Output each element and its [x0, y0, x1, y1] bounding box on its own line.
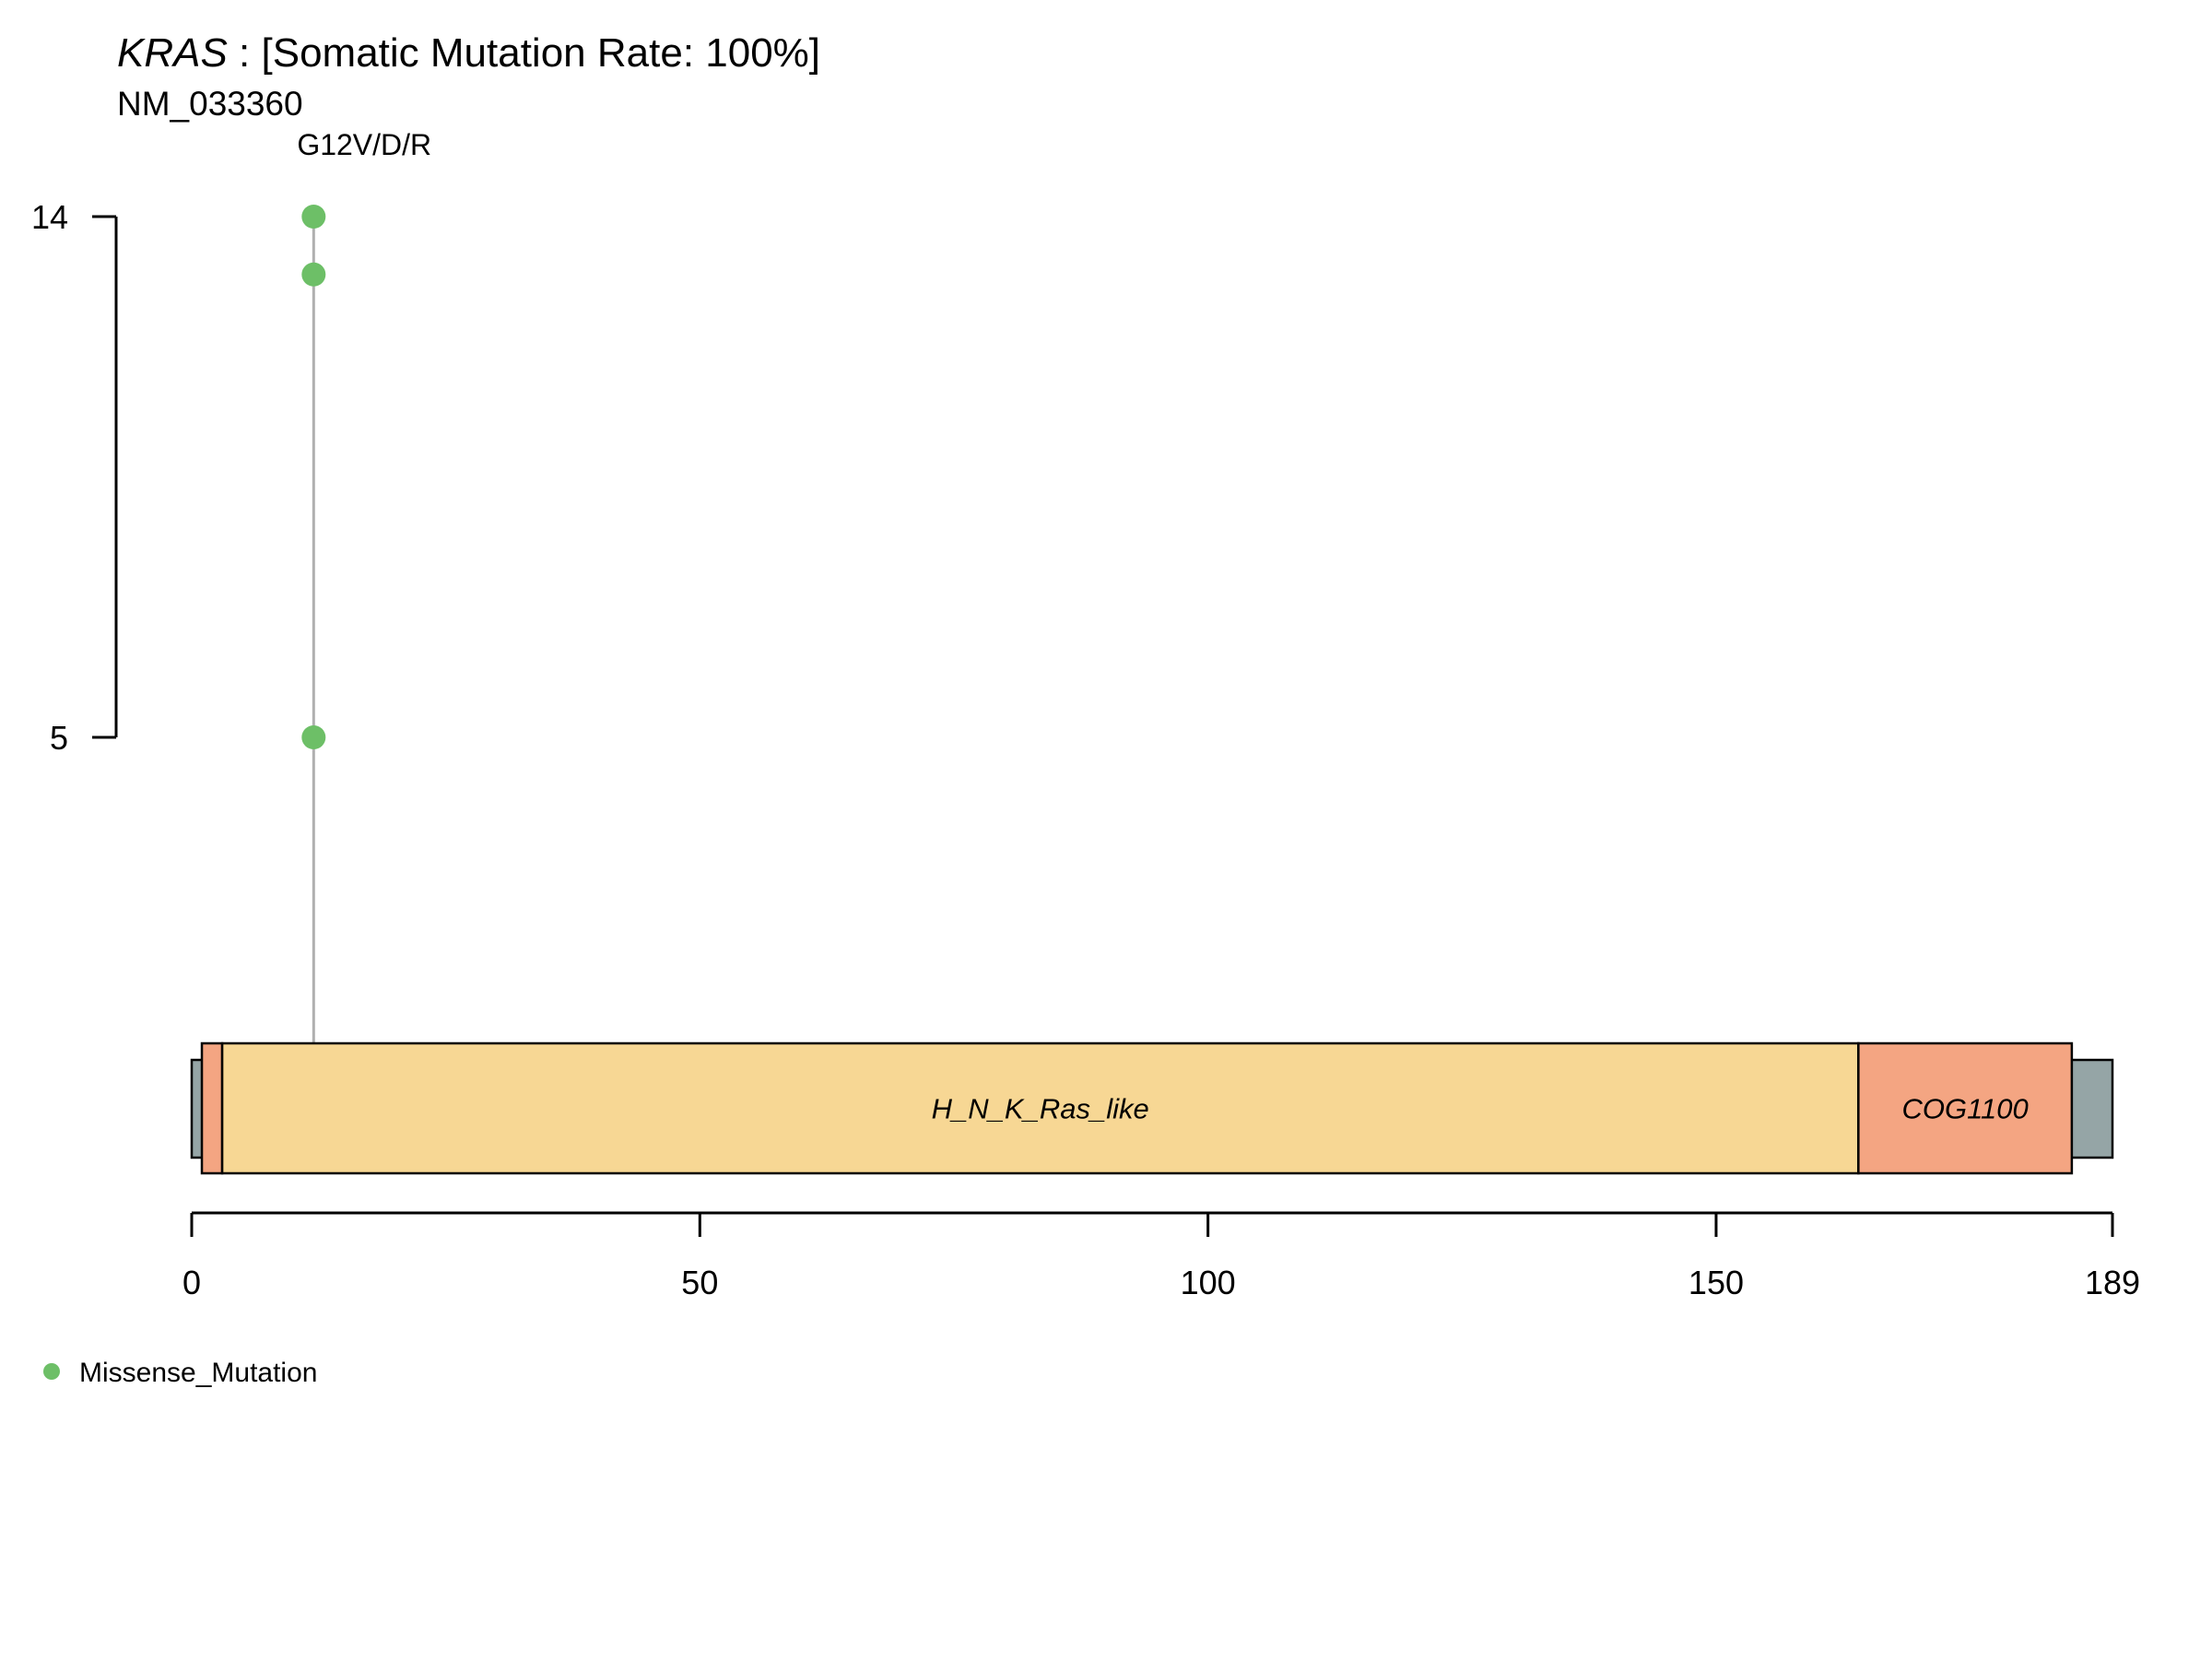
mutation-points — [301, 205, 326, 749]
domain-label-1: H_N_K_Ras_like — [932, 1093, 1149, 1125]
y-axis: 5 14 — [31, 198, 118, 757]
y-tick-label-14: 14 — [31, 198, 68, 236]
chart-title: KRAS : [Somatic Mutation Rate: 100%] — [117, 30, 820, 76]
domain-0 — [200, 1041, 224, 1175]
legend-marker-0 — [43, 1363, 60, 1380]
x-axis: 0 50 100 150 189 — [182, 1211, 2140, 1301]
transcript-id: NM_033360 — [117, 85, 303, 123]
legend-label-0: Missense_Mutation — [79, 1358, 317, 1388]
domain-1 — [220, 1041, 1860, 1175]
domain-2 — [1857, 1041, 2074, 1175]
protein-track: H_N_K_Ras_like COG1100 — [190, 1041, 2114, 1175]
mutation-labels: G12V/D/R — [297, 128, 431, 161]
x-tick-label-150: 150 — [1688, 1264, 1744, 1301]
title-rate: : [Somatic Mutation Rate: 100%] — [228, 30, 820, 76]
domain-label-2: COG1100 — [1901, 1093, 2028, 1125]
x-tick-label-189: 189 — [2085, 1264, 2140, 1301]
y-tick-label-5: 5 — [50, 719, 68, 757]
gene-name: KRAS — [117, 30, 228, 76]
x-tick-label-100: 100 — [1181, 1264, 1236, 1301]
mutation-point-0 — [301, 205, 326, 229]
legend: Missense_Mutation — [43, 1358, 317, 1388]
mutation-point-2 — [301, 725, 326, 749]
mutation-point-1 — [301, 262, 326, 287]
mutation-label-0: G12V/D/R — [297, 128, 431, 161]
x-tick-label-50: 50 — [681, 1264, 718, 1301]
x-tick-label-0: 0 — [182, 1264, 201, 1301]
